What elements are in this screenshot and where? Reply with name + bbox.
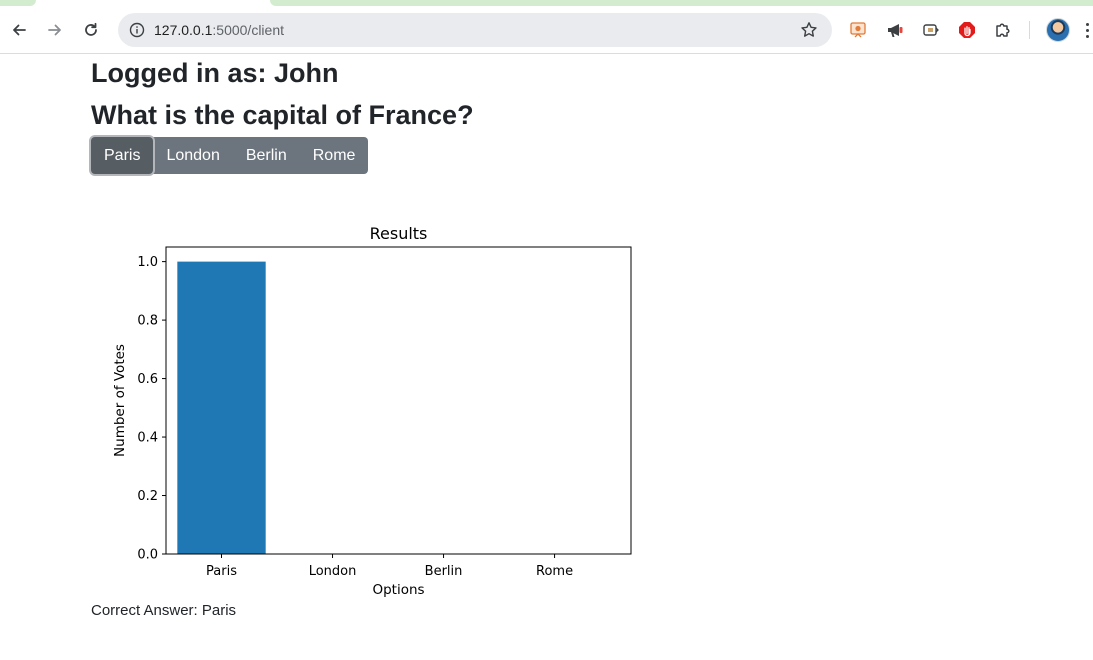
adblock-extension-icon[interactable] <box>955 18 979 42</box>
x-tick-label-paris: Paris <box>206 564 237 579</box>
bookmark-star-icon[interactable] <box>798 19 820 41</box>
profile-avatar[interactable] <box>1046 18 1070 42</box>
correct-answer-text: Correct Answer: Paris <box>91 602 237 619</box>
answer-button-paris[interactable]: Paris <box>91 137 154 174</box>
url-text[interactable]: 127.0.0.1:5000/client <box>154 22 284 38</box>
megaphone-extension-icon[interactable] <box>883 18 907 42</box>
y-tick-label-4: 0.8 <box>137 314 158 329</box>
answer-button-rome[interactable]: Rome <box>299 137 369 174</box>
results-chart: Results Paris London Berlin Rome 0.0 0.2 0.4 0.6… <box>100 214 660 609</box>
browser-toolbar: 127.0.0.1:5000/client <box>0 8 1093 54</box>
answer-button-berlin[interactable]: Berlin <box>232 137 300 174</box>
x-axis-label: Options <box>372 582 424 598</box>
x-tick-label-rome: Rome <box>536 564 573 579</box>
y-tick-label-0: 0.0 <box>137 548 158 563</box>
chart-title: Results <box>370 224 428 243</box>
tab-edge-left <box>0 0 36 6</box>
extensions-puzzle-icon[interactable] <box>991 18 1015 42</box>
toolbar-separator <box>1029 21 1030 39</box>
question-heading: What is the capital of France? <box>91 100 474 130</box>
tab-strip <box>0 0 1093 8</box>
logged-in-heading: Logged in as: John <box>91 58 339 88</box>
x-tick-label-berlin: Berlin <box>425 564 463 579</box>
results-chart-svg: Results Paris London Berlin Rome 0.0 0.2 0.4 0.6… <box>112 224 632 598</box>
plot-frame <box>165 246 632 555</box>
url-path: :5000/client <box>212 22 284 38</box>
tag-extension-icon[interactable] <box>919 18 943 42</box>
address-bar[interactable]: 127.0.0.1:5000/client <box>118 13 832 47</box>
page-content: Logged in as: John What is the capital o… <box>0 54 1093 660</box>
answer-button-london[interactable]: London <box>153 137 233 174</box>
tab-edge-right <box>270 0 1093 6</box>
answer-button-group: Paris London Berlin Rome <box>91 137 369 174</box>
reload-icon[interactable] <box>76 15 106 45</box>
site-info-icon[interactable] <box>126 19 148 41</box>
forward-arrow-icon[interactable] <box>40 15 70 45</box>
back-arrow-icon[interactable] <box>4 15 34 45</box>
y-tick-label-5: 1.0 <box>137 255 158 270</box>
y-tick-label-3: 0.6 <box>137 372 158 387</box>
x-tick-label-london: London <box>309 564 357 579</box>
y-tick-label-1: 0.2 <box>137 489 158 504</box>
url-host: 127.0.0.1 <box>154 22 213 38</box>
y-tick-label-2: 0.4 <box>137 431 158 446</box>
menu-kebab-icon[interactable] <box>1084 22 1090 40</box>
y-axis-label: Number of Votes <box>112 344 128 457</box>
presentation-extension-icon[interactable] <box>846 18 870 42</box>
chart-bar-paris <box>177 261 266 554</box>
